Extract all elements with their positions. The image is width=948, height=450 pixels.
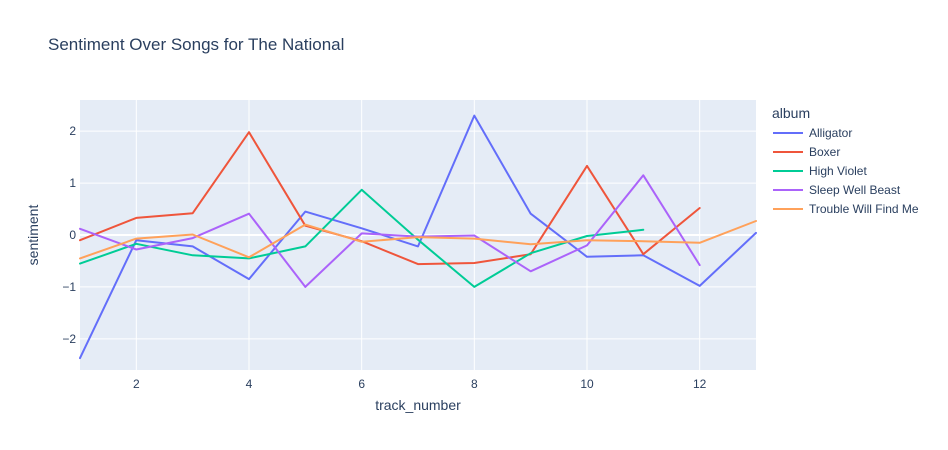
legend-item[interactable]: Alligator [773,126,852,140]
x-tick-label: 4 [246,377,253,391]
legend[interactable]: Alligator Boxer High Violet Sleep Well Beas… [773,126,919,216]
series-line-high-violet [79,188,645,288]
chart-title: Sentiment Over Songs for The National [48,35,344,54]
legend-label: Boxer [809,145,840,159]
legend-label: Alligator [809,126,852,140]
y-axis-title: sentiment [25,205,41,266]
y-tick-label: −2 [62,332,76,346]
x-tick-label: 8 [471,377,478,391]
series-line-alligator [79,114,757,360]
x-tick-label: 2 [133,377,140,391]
y-tick-label: 1 [69,176,76,190]
y-tick-label: 0 [69,228,76,242]
legend-item[interactable]: High Violet [773,164,867,178]
series-line-trouble-will-find-me [79,220,757,260]
series-line-boxer [79,131,701,266]
x-tick-label: 10 [580,377,594,391]
legend-label: Trouble Will Find Me [809,202,919,216]
x-tick-label: 12 [693,377,707,391]
y-tick-label: 2 [69,124,76,138]
legend-item[interactable]: Trouble Will Find Me [773,202,919,216]
x-axis-title: track_number [375,397,461,413]
legend-label: High Violet [809,164,867,178]
legend-title: album [772,105,810,121]
legend-item[interactable]: Boxer [773,145,840,159]
legend-label: Sleep Well Beast [809,183,901,197]
x-tick-label: 6 [358,377,365,391]
series-lines [79,114,757,360]
legend-item[interactable]: Sleep Well Beast [773,183,901,197]
y-tick-label: −1 [62,280,76,294]
series-line-sleep-well-beast [79,174,701,288]
